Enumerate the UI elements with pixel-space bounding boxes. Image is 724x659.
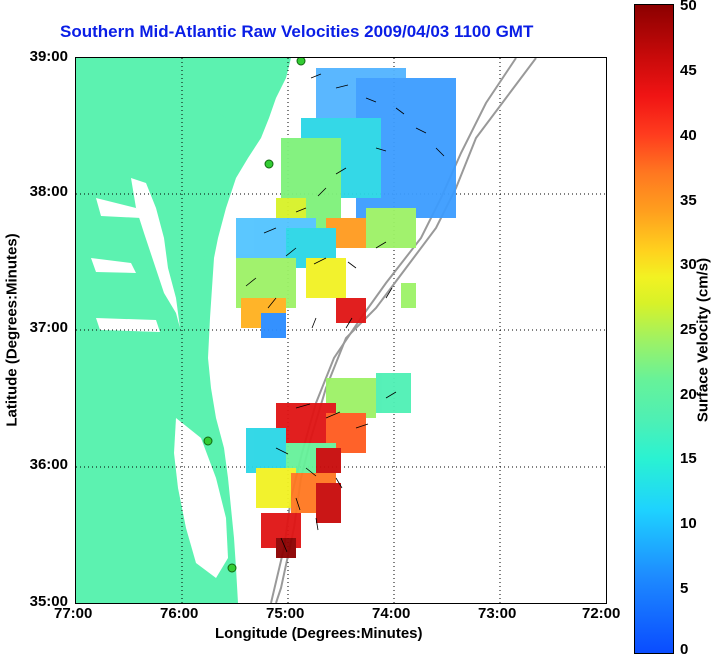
colorbar-tick: 20 (680, 386, 697, 403)
colorbar-tick: 0 (680, 641, 689, 658)
x-tick-label: 72:00 (582, 605, 621, 622)
colorbar-tick: 30 (680, 256, 697, 273)
velocity-map (76, 58, 606, 603)
y-tick-label: 35:00 (29, 593, 68, 610)
y-axis-label: Latitude (Degrees:Minutes) (3, 233, 21, 427)
colorbar-tick: 25 (680, 321, 697, 338)
colorbar-tick: 15 (680, 450, 697, 467)
colorbar-tick: 10 (680, 515, 697, 532)
x-tick-label: 77:00 (54, 605, 93, 622)
y-tick-label: 36:00 (29, 456, 68, 473)
x-tick-label: 73:00 (478, 605, 517, 622)
map-panel (75, 57, 607, 604)
x-tick-label: 76:00 (160, 605, 199, 622)
colorbar-tick: 40 (680, 127, 697, 144)
velocity-arrows (245, 73, 445, 553)
x-axis-label: Longitude (Degrees:Minutes) (215, 625, 423, 642)
radar-stations (203, 58, 306, 573)
map-title: Southern Mid-Atlantic Raw Velocities 200… (60, 22, 534, 41)
y-tick-label: 37:00 (29, 319, 68, 336)
colorbar-tick: 45 (680, 62, 697, 79)
y-tick-label: 39:00 (29, 48, 68, 65)
x-tick-label: 74:00 (372, 605, 411, 622)
land-delmarva (116, 98, 236, 298)
x-tick-label: 75:00 (266, 605, 305, 622)
pamlico-sound (174, 418, 228, 578)
colorbar (634, 4, 674, 654)
y-tick-label: 38:00 (29, 183, 68, 200)
colorbar-tick: 5 (680, 580, 689, 597)
velocity-field-south (246, 373, 411, 558)
colorbar-label: Surface Velocity (cm/s) (694, 257, 712, 423)
chesapeake-bay (131, 178, 180, 328)
colorbar-tick: 50 (680, 0, 697, 14)
colorbar-tick: 35 (680, 192, 697, 209)
velocity-field-north (236, 68, 456, 338)
